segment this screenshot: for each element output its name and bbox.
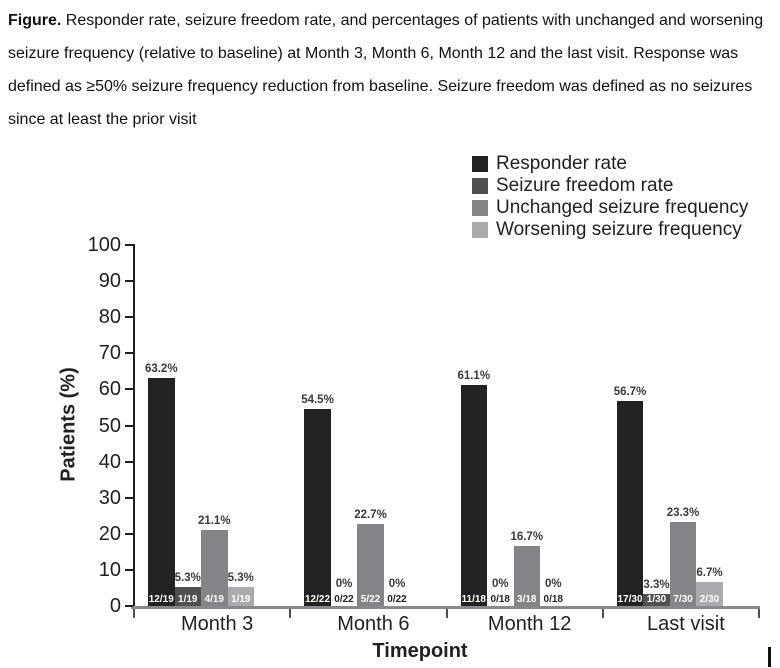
y-tick xyxy=(125,569,133,571)
y-tick-label: 0 xyxy=(109,595,121,617)
bar-fraction-label: 12/19 xyxy=(148,594,174,605)
bar xyxy=(460,385,487,606)
bar-fraction-label: 11/18 xyxy=(461,594,486,605)
chart-legend: Responder rate Seizure freedom rate Unch… xyxy=(472,153,748,241)
bar-value-label: 0% xyxy=(335,578,353,590)
bar-value-label: 3.3% xyxy=(643,579,670,591)
bar xyxy=(227,587,254,606)
legend-item-responder-rate: Responder rate xyxy=(472,153,748,175)
bar-value-label: 0% xyxy=(491,578,509,590)
bar-value-label: 16.7% xyxy=(510,531,544,543)
bar-value-label: 0% xyxy=(388,578,406,590)
bar-fraction-label: 0/18 xyxy=(543,594,563,605)
legend-swatch-responder-rate xyxy=(472,156,488,172)
y-tick-label: 20 xyxy=(98,523,121,545)
bar-value-label: 54.5% xyxy=(301,394,334,406)
x-tick xyxy=(289,609,291,618)
bar xyxy=(201,530,228,606)
bar-value-label: 63.2% xyxy=(144,363,178,375)
bar-value-label: 6.7% xyxy=(696,567,723,579)
bar xyxy=(669,522,697,606)
y-tick xyxy=(125,280,133,282)
bar-fraction-label: 7/30 xyxy=(673,594,693,605)
y-tick xyxy=(125,605,133,607)
y-tick xyxy=(125,425,133,427)
bar-fraction-label: 0/18 xyxy=(490,594,510,605)
legend-item-unchanged-seizure-frequency: Unchanged seizure frequency xyxy=(472,197,748,219)
bar xyxy=(304,409,331,606)
bar-value-label: 56.7% xyxy=(613,386,647,398)
bar-fraction-label: 17/30 xyxy=(617,594,643,605)
legend-label: Unchanged seizure frequency xyxy=(496,197,749,218)
bar-fraction-label: 5/22 xyxy=(360,594,381,605)
x-category-label: Month 6 xyxy=(337,613,410,635)
bar xyxy=(696,582,723,606)
bar-value-label: 23.3% xyxy=(666,507,700,519)
y-tick-label: 40 xyxy=(98,451,121,473)
y-tick xyxy=(125,316,133,318)
figure-caption-text: Responder rate, seizure freedom rate, an… xyxy=(8,12,764,128)
x-category-label: Month 3 xyxy=(180,613,254,635)
bar-fraction-label: 1/19 xyxy=(178,594,198,605)
bar-fraction-label: 2/30 xyxy=(699,594,720,605)
figure-caption: Figure. Responder rate, seizure freedom … xyxy=(8,4,776,136)
legend-item-seizure-freedom-rate: Seizure freedom rate xyxy=(472,175,748,197)
x-category-label: Month 12 xyxy=(487,613,572,635)
y-tick-label: 80 xyxy=(98,306,121,328)
bar-value-label: 61.1% xyxy=(457,370,491,382)
y-axis-line xyxy=(133,244,135,606)
legend-swatch-seizure-freedom-rate xyxy=(472,178,488,194)
legend-swatch-worsening-seizure-frequency xyxy=(472,222,488,238)
x-tick xyxy=(133,609,135,618)
x-category-label: Last visit xyxy=(646,613,725,635)
x-tick xyxy=(758,609,760,618)
bar xyxy=(357,524,384,606)
bar-value-label: 22.7% xyxy=(354,509,387,521)
bar xyxy=(643,594,670,606)
y-tick xyxy=(125,533,133,535)
bar-fraction-label: 4/19 xyxy=(204,594,224,605)
y-tick-label: 90 xyxy=(98,270,121,292)
legend-swatch-unchanged-seizure-frequency xyxy=(472,200,488,216)
bar xyxy=(513,546,540,606)
legend-label: Responder rate xyxy=(496,153,627,174)
bar-value-label: 5.3% xyxy=(174,572,201,584)
y-tick xyxy=(125,497,133,499)
bar-value-label: 0% xyxy=(544,578,562,590)
bar-fraction-label: 12/22 xyxy=(304,594,331,605)
y-tick xyxy=(125,461,133,463)
bar-fraction-label: 3/18 xyxy=(517,594,537,605)
bar-value-label: 21.1% xyxy=(197,515,231,527)
bar-fraction-label: 0/22 xyxy=(334,594,354,605)
y-tick-label: 100 xyxy=(87,234,121,256)
y-tick xyxy=(125,244,133,246)
legend-label: Seizure freedom rate xyxy=(496,175,674,196)
bar xyxy=(174,587,201,606)
y-axis-title: Patients (%) xyxy=(57,367,80,482)
legend-item-worsening-seizure-frequency: Worsening seizure frequency xyxy=(472,219,748,241)
y-tick-label: 30 xyxy=(98,487,121,509)
y-tick xyxy=(125,352,133,354)
y-tick-label: 70 xyxy=(98,342,121,364)
bar-value-label: 5.3% xyxy=(227,572,254,584)
y-tick-label: 60 xyxy=(98,378,121,400)
bar-fraction-label: 0/22 xyxy=(387,594,407,605)
x-axis-line xyxy=(131,606,760,609)
bar xyxy=(616,401,644,606)
x-tick xyxy=(446,609,448,618)
y-tick-label: 10 xyxy=(98,559,121,581)
bar-fraction-label: 1/30 xyxy=(646,594,667,605)
legend-label: Worsening seizure frequency xyxy=(496,219,742,240)
y-tick xyxy=(125,388,133,390)
bar xyxy=(148,378,175,606)
x-axis-title: Timepoint xyxy=(372,640,468,662)
bar-fraction-label: 1/19 xyxy=(231,594,251,605)
figure-caption-label: Figure. xyxy=(8,12,62,29)
x-tick xyxy=(602,609,604,618)
text-cursor-artifact xyxy=(768,647,771,667)
y-tick-label: 50 xyxy=(98,415,121,437)
